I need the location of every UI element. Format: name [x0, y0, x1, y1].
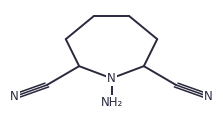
- Text: N: N: [10, 90, 19, 103]
- Text: N: N: [107, 72, 116, 85]
- Text: NH₂: NH₂: [100, 96, 123, 109]
- Text: N: N: [204, 90, 213, 103]
